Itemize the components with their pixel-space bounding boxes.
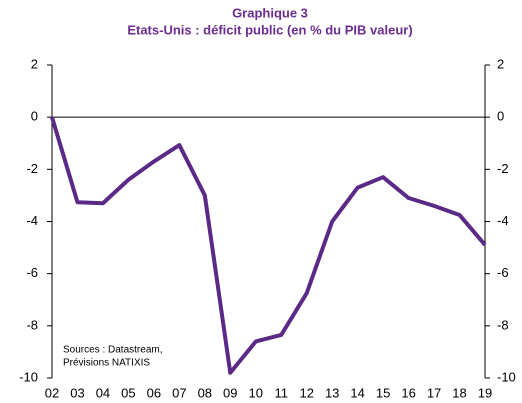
x-tick-label: 10 <box>249 385 263 400</box>
y-tick-label: -8 <box>26 317 38 332</box>
y-tick-label: 0 <box>31 109 38 124</box>
x-tick-label: 16 <box>401 385 415 400</box>
x-tick-label: 07 <box>172 385 186 400</box>
y2-tick-label: -4 <box>497 213 509 228</box>
chart-title: Graphique 3 <box>232 5 308 20</box>
x-tick-label: 11 <box>274 385 288 400</box>
x-tick-label: 04 <box>96 385 110 400</box>
y-tick-label: -2 <box>26 161 38 176</box>
x-tick-label: 05 <box>121 385 135 400</box>
x-tick-label: 14 <box>350 385 364 400</box>
y-tick-label: -6 <box>26 265 38 280</box>
x-tick-label: 08 <box>198 385 212 400</box>
y-tick-label: 2 <box>31 56 38 71</box>
x-tick-label: 09 <box>223 385 237 400</box>
y2-tick-label: -6 <box>497 265 509 280</box>
x-tick-label: 02 <box>45 385 59 400</box>
source-note: Prévisions NATIXIS <box>63 358 150 369</box>
source-note: Sources : Datastream, <box>63 345 162 356</box>
x-tick-label: 17 <box>427 385 441 400</box>
data-line <box>50 116 487 375</box>
y-tick-label: -4 <box>26 213 38 228</box>
x-tick-label: 18 <box>452 385 466 400</box>
x-tick-label: 06 <box>147 385 161 400</box>
chart-subtitle: Etats-Unis : déficit public (en % du PIB… <box>127 22 412 37</box>
y2-tick-label: 0 <box>497 109 504 124</box>
x-tick-label: 15 <box>376 385 390 400</box>
y-tick-label: -10 <box>19 369 38 384</box>
y2-tick-label: -8 <box>497 317 509 332</box>
y2-tick-label: 2 <box>497 56 504 71</box>
x-tick-label: 13 <box>325 385 339 400</box>
x-tick-label: 03 <box>70 385 84 400</box>
x-tick-label: 19 <box>478 385 492 400</box>
y2-tick-label: -2 <box>497 161 509 176</box>
y2-tick-label: -10 <box>497 369 516 384</box>
x-tick-label: 12 <box>299 385 313 400</box>
